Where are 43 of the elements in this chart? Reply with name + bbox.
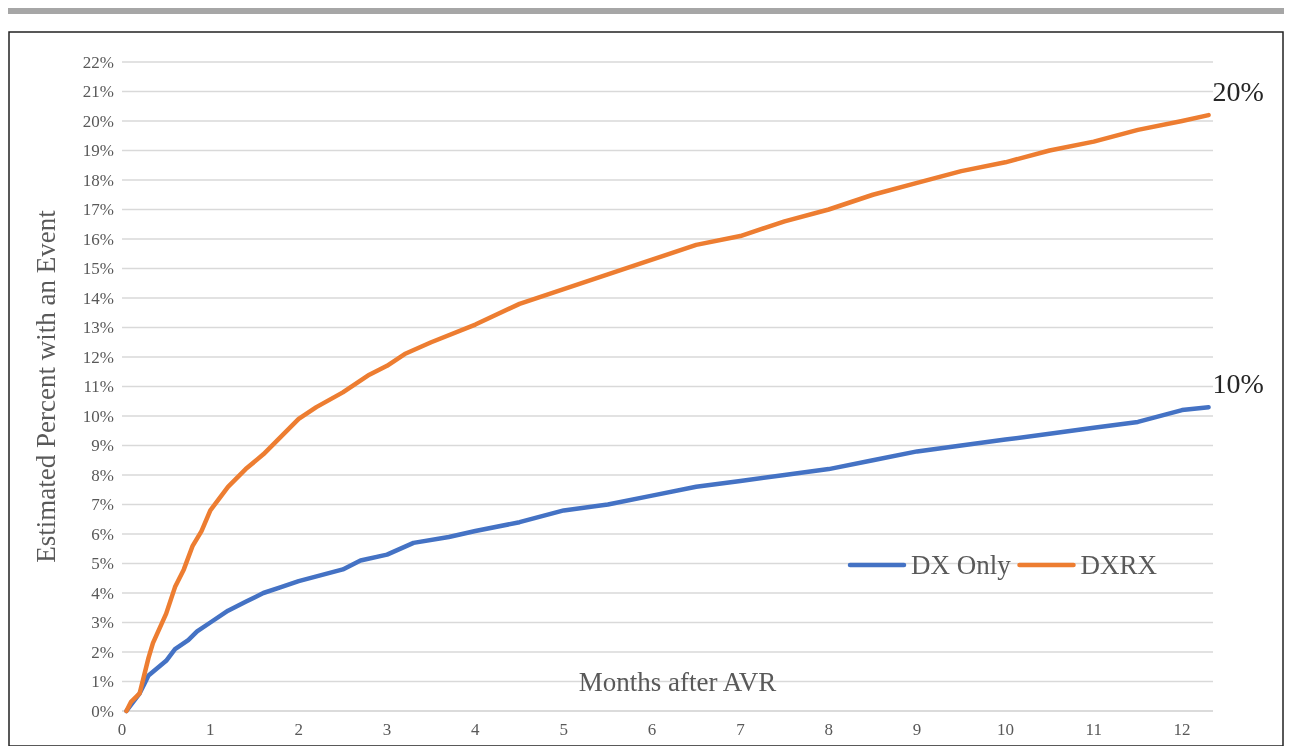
legend-label: DXRX [1080, 550, 1158, 581]
y-tick-label: 22% [82, 52, 114, 72]
y-tick-label: 1% [91, 672, 114, 692]
x-axis-title: Months after AVR [578, 667, 777, 697]
y-tick-label: 15% [82, 259, 114, 279]
y-tick-label: 3% [91, 613, 114, 633]
x-tick-label: 4 [471, 720, 481, 739]
y-tick-label: 21% [82, 82, 114, 102]
x-tick-label: 0 [117, 720, 127, 739]
x-tick-label: 5 [559, 720, 568, 739]
legend-label: DX Only [911, 550, 1012, 581]
x-tick-label: 2 [294, 720, 303, 739]
x-tick-label: 12 [1173, 720, 1191, 739]
y-tick-label: 18% [82, 170, 114, 190]
x-tick-label: 1 [206, 720, 215, 739]
y-tick-label: 14% [82, 288, 114, 308]
y-tick-label: 2% [91, 642, 114, 662]
x-tick-label: 3 [382, 720, 392, 739]
annotation: 10% [1212, 368, 1264, 400]
x-tick-label: 8 [824, 720, 833, 739]
y-tick-label: 11% [83, 377, 114, 397]
y-tick-label: 10% [82, 406, 114, 426]
y-tick-label: 9% [91, 436, 114, 456]
x-tick-label: 7 [736, 720, 746, 739]
y-tick-label: 4% [91, 583, 114, 603]
y-tick-label: 8% [91, 465, 114, 485]
y-tick-label: 16% [82, 229, 114, 249]
x-tick-label: 6 [647, 720, 657, 739]
y-tick-label: 6% [91, 524, 114, 544]
y-tick-label: 20% [82, 111, 114, 131]
y-tick-label: 17% [82, 200, 114, 220]
y-tick-label: 0% [91, 701, 114, 721]
annotation: 20% [1212, 76, 1264, 108]
y-tick-label: 19% [82, 141, 114, 161]
y-tick-label: 5% [91, 554, 114, 574]
x-tick-label: 10 [996, 720, 1014, 739]
x-tick-label: 11 [1085, 720, 1102, 739]
y-axis-title: Estimated Percent with an Event [31, 209, 61, 563]
line-series [124, 112, 1211, 714]
y-tick-label: 13% [82, 318, 114, 338]
y-tick-label: 12% [82, 347, 114, 367]
x-tick-label: 9 [912, 720, 922, 739]
y-tick-label: 7% [91, 495, 114, 515]
